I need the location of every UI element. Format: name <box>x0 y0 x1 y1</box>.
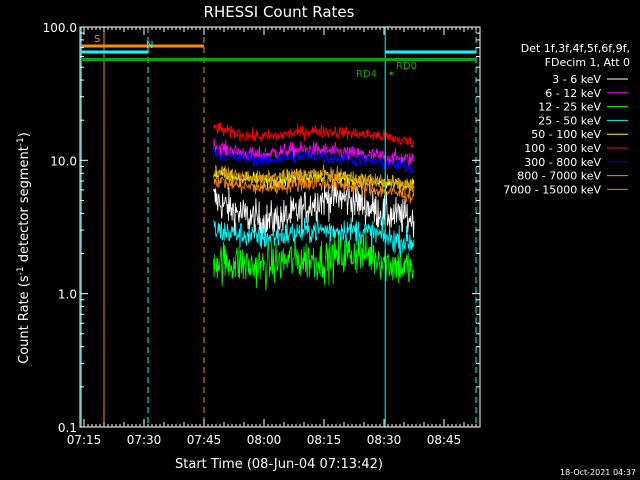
data-layer <box>213 122 415 291</box>
x-axis-label: Start Time (08-Jun-04 07:13:42) <box>175 457 383 472</box>
flag-label-1: N <box>146 40 153 51</box>
legend-header-line-2: FDecim 1, Att 0 <box>545 56 630 69</box>
y-tick-label-0: 0.1 <box>58 421 77 435</box>
y-axis-label-sup1: -1 <box>16 266 26 275</box>
legend-label-2: 12 - 25 keV <box>538 101 601 114</box>
x-tick-label-2: 07:45 <box>187 433 222 447</box>
series-line-8 <box>213 164 415 193</box>
series-line-7 <box>213 172 415 204</box>
series-line-1 <box>213 137 415 168</box>
flag-text-0: RD0 <box>396 61 417 72</box>
legend-label-8: 7000 - 15000 keV <box>503 183 601 196</box>
legend-label-5: 100 - 300 keV <box>524 142 601 155</box>
chart-title: RHESSI Count Rates <box>204 3 355 21</box>
x-tick-label-0: 07:15 <box>67 433 102 447</box>
x-tick-label-4: 08:15 <box>307 433 342 447</box>
legend-label-4: 50 - 100 keV <box>531 128 601 141</box>
y-axis-label: Count Rate (s-1 detector segment-1) <box>16 132 32 364</box>
x-tick-label-3: 08:00 <box>247 433 282 447</box>
axis-layer: 07:15 07:30 07:45 08:00 08:15 08:30 08:45 0.1 1.… <box>43 21 481 447</box>
timestamp: 18-Oct-2021 04:37 <box>560 468 636 477</box>
legend-header-line-1: Det 1f,3f,4f,5f,6f,9f, <box>521 42 630 55</box>
flag-text-1: RD4 <box>356 69 377 80</box>
y-tick-label-3: 100.0 <box>43 21 77 35</box>
y-tick-label-2: 10.0 <box>50 154 77 168</box>
x-tick-label-6: 08:45 <box>427 433 462 447</box>
series-line-0 <box>213 174 415 240</box>
series-line-3 <box>213 213 415 258</box>
legend-label-7: 800 - 7000 keV <box>517 170 601 183</box>
legend-label-3: 25 - 50 keV <box>538 114 601 127</box>
legend-label-1: 6 - 12 keV <box>545 87 601 100</box>
x-tick-label-5: 08:30 <box>367 433 402 447</box>
x-tick-label-1: 07:30 <box>127 433 162 447</box>
legend-label-0: 3 - 6 keV <box>552 73 601 86</box>
legend: Det 1f,3f,4f,5f,6f,9f, FDecim 1, Att 0 3… <box>503 42 630 196</box>
y-tick-label-1: 1.0 <box>58 288 77 302</box>
legend-label-6: 300 - 800 keV <box>524 156 601 169</box>
y-axis-label-mid: detector segment <box>17 146 32 266</box>
flag-label-0: S <box>94 34 100 45</box>
y-axis-label-main: Count Rate (s <box>17 275 32 364</box>
series-line-2 <box>213 230 415 291</box>
overlay-layer: S N RD0 RD4 <box>80 27 477 427</box>
y-axis-label-sup2: -1 <box>16 137 26 146</box>
flag-marker-0 <box>389 71 393 75</box>
series-line-6 <box>213 145 415 174</box>
series-line-5 <box>213 122 415 148</box>
y-axis-label-end: ) <box>17 132 32 137</box>
